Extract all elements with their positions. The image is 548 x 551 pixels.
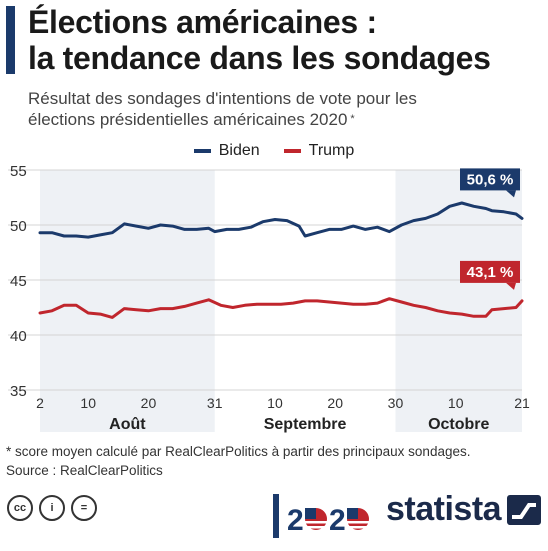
flag-stripe-right-2 [347, 526, 369, 529]
title-line-1: Élections américaines : [28, 4, 377, 40]
x-tick-label-8: 21 [514, 395, 530, 411]
election-2020-logo: 2 2 [273, 494, 369, 538]
license-icons: cc i = [7, 495, 97, 521]
no-derivatives-icon: = [71, 495, 97, 521]
election-logo-bar [273, 494, 279, 538]
y-tick-label-35: 35 [10, 383, 27, 400]
end-label-pointer-biden [506, 190, 516, 198]
statista-wordmark: statista [386, 490, 502, 528]
y-tick-label-40: 40 [10, 328, 27, 345]
legend-label-trump: Trump [308, 142, 355, 159]
chart-legend: Biden Trump [0, 142, 548, 160]
footnote: * score moyen calculé par RealClearPolit… [6, 442, 470, 480]
x-tick-label-5: 20 [327, 395, 343, 411]
cc-icon: cc [7, 495, 33, 521]
end-label-pointer-trump [506, 282, 516, 290]
flag-stripe-right-1 [347, 521, 369, 524]
month-label-1: Septembre [264, 416, 347, 433]
subtitle-line-2: élections présidentielles américaines 20… [28, 109, 417, 130]
flag-canton-left [305, 508, 316, 519]
month-band-0 [40, 170, 215, 432]
end-label-biden: 50,6 % [460, 168, 520, 198]
legend-swatch-trump [283, 149, 301, 153]
y-tick-label-55: 55 [10, 163, 27, 180]
end-label-box-trump [460, 260, 520, 283]
y-tick-label-45: 45 [10, 273, 27, 290]
x-tick-label-3: 31 [207, 395, 223, 411]
legend-item-biden: Biden [193, 142, 260, 160]
x-tick-label-0: 2 [36, 395, 44, 411]
attribution-icon: i [39, 495, 65, 521]
end-label-box-biden [460, 168, 520, 191]
flag-stripe-left-2 [305, 526, 327, 529]
legend-label-biden: Biden [218, 142, 260, 159]
flag-stripe-left-1 [305, 521, 327, 524]
title-line-2: la tendance dans les sondages [28, 40, 491, 76]
statista-mark-icon [507, 494, 542, 525]
end-label-text-trump: 43,1 % [467, 264, 514, 281]
month-label-0: Août [109, 416, 146, 433]
series-line-trump [38, 297, 524, 319]
footnote-note: * score moyen calculé par RealClearPolit… [6, 444, 471, 459]
statista-logo: statista [386, 490, 542, 529]
y-tick-label-50: 50 [10, 218, 27, 235]
legend-item-trump: Trump [283, 142, 355, 160]
legend-swatch-biden [193, 149, 211, 153]
election-logo-digit-2b: 2 [329, 504, 346, 537]
month-label-2: Octobre [428, 416, 489, 433]
page-title: Élections américaines : la tendance dans… [28, 4, 491, 76]
x-tick-label-2: 20 [141, 395, 157, 411]
election-logo-digit-2a: 2 [287, 504, 304, 537]
subtitle-line-2-text: élections présidentielles américaines 20… [28, 110, 348, 129]
subtitle-line-1: Résultat des sondages d'intentions de vo… [28, 89, 417, 108]
page-subtitle: Résultat des sondages d'intentions de vo… [28, 88, 417, 130]
end-label-trump: 43,1 % [460, 260, 520, 290]
series-line-biden [38, 201, 524, 239]
end-label-text-biden: 50,6 % [467, 171, 514, 188]
flag-canton-right [347, 508, 358, 519]
poll-line-chart: 35 40 45 50 55 2 10 20 31 10 20 30 10 21 Août Septembre… [8, 163, 530, 433]
x-tick-label-4: 10 [267, 395, 283, 411]
month-band-2 [395, 170, 522, 432]
x-tick-label-6: 30 [388, 395, 404, 411]
x-tick-label-1: 10 [80, 395, 96, 411]
x-tick-label-7: 10 [448, 395, 464, 411]
title-accent-bar [6, 6, 15, 74]
subtitle-footnote-mark: * [350, 113, 355, 125]
footnote-source: Source : RealClearPolitics [6, 463, 163, 478]
